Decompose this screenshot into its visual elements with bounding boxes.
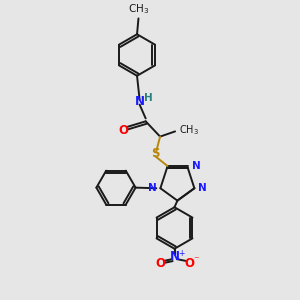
Text: N: N	[198, 183, 207, 193]
Text: +: +	[178, 249, 185, 258]
Text: N: N	[192, 161, 201, 171]
Text: CH$_3$: CH$_3$	[179, 123, 199, 136]
Text: O: O	[184, 257, 194, 270]
Text: O: O	[156, 257, 166, 270]
Text: N: N	[169, 250, 179, 263]
Text: CH$_3$: CH$_3$	[128, 3, 149, 16]
Text: H: H	[144, 93, 153, 103]
Text: N: N	[135, 94, 145, 108]
Text: O: O	[118, 124, 128, 137]
Text: S: S	[151, 147, 159, 161]
Text: N: N	[148, 183, 156, 193]
Text: ⁻: ⁻	[194, 255, 199, 265]
